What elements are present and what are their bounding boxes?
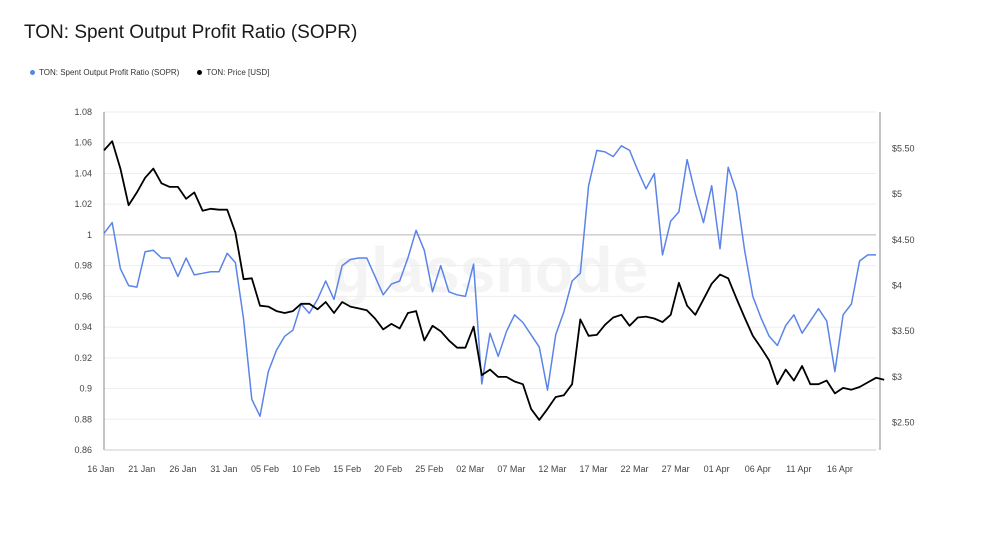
- x-tick-label: 26 Jan: [169, 464, 196, 474]
- x-tick-label: 15 Feb: [333, 464, 361, 474]
- x-tick-label: 05 Feb: [251, 464, 279, 474]
- y-left-tick-label: 1.02: [74, 199, 92, 209]
- x-tick-label: 31 Jan: [210, 464, 237, 474]
- x-tick-label: 02 Mar: [456, 464, 484, 474]
- x-tick-label: 11 Apr: [786, 464, 811, 474]
- chart-axes: 0.86 0.88 0.9 0.92 0.94 0.96 0.98 1 1.02 1.04 1.06…: [74, 107, 914, 474]
- y-right-tick-label: $5: [892, 189, 902, 199]
- y-left-tick-label: 0.92: [74, 353, 92, 363]
- x-tick-label: 16 Apr: [827, 464, 853, 474]
- legend-label-sopr: TON: Spent Output Profit Ratio (SOPR): [39, 68, 180, 77]
- chart-legend: TON: Spent Output Profit Ratio (SOPR) TO…: [30, 68, 269, 77]
- y-left-tick-label: 1.06: [74, 138, 92, 148]
- legend-marker-price: [197, 70, 203, 75]
- legend-item-sopr[interactable]: TON: Spent Output Profit Ratio (SOPR): [30, 68, 179, 77]
- series-line-sopr: [103, 145, 876, 417]
- x-tick-label: 07 Mar: [497, 464, 525, 474]
- chart-series: [103, 140, 885, 421]
- x-tick-label: 01 Apr: [704, 464, 730, 474]
- y-right-tick-label: $4: [892, 281, 902, 291]
- y-right-tick-label: $5.50: [892, 144, 915, 154]
- y-left-tick-label: 1: [87, 230, 92, 240]
- y-right-tick-label: $2.50: [892, 418, 915, 428]
- y-right-tick-label: $4.50: [892, 235, 915, 245]
- legend-item-price[interactable]: TON: Price [USD]: [197, 68, 269, 77]
- x-tick-label: 21 Jan: [128, 464, 155, 474]
- y-left-tick-label: 0.9: [79, 384, 92, 394]
- x-tick-label: 20 Feb: [374, 464, 402, 474]
- watermark-logo: glassnode: [332, 234, 649, 306]
- y-left-tick-label: 0.94: [74, 322, 92, 332]
- x-tick-label: 27 Mar: [662, 464, 690, 474]
- chart-title: TON: Spent Output Profit Ratio (SOPR): [24, 22, 358, 43]
- grid-lines: [104, 111, 876, 451]
- y-left-tick-label: 0.88: [74, 414, 92, 424]
- y-left-tick-label: 0.98: [74, 261, 92, 271]
- x-tick-label: 16 Jan: [87, 464, 114, 474]
- x-tick-label: 17 Mar: [579, 464, 607, 474]
- y-left-tick-label: 1.04: [74, 168, 92, 178]
- y-left-tick-label: 0.96: [74, 291, 92, 301]
- y-left-tick-label: 1.08: [74, 107, 92, 117]
- x-tick-label: 10 Feb: [292, 464, 320, 474]
- x-tick-label: 22 Mar: [621, 464, 649, 474]
- x-tick-label: 25 Feb: [415, 464, 443, 474]
- y-left-tick-label: 0.86: [74, 445, 92, 455]
- y-right-tick-label: $3.50: [892, 326, 915, 336]
- x-tick-label: 06 Apr: [745, 464, 771, 474]
- x-tick-label: 12 Mar: [538, 464, 566, 474]
- legend-label-price: TON: Price [USD]: [206, 68, 270, 77]
- y-right-tick-label: $3: [892, 372, 902, 382]
- legend-marker-sopr: [30, 70, 35, 75]
- series-line-price: [103, 140, 885, 421]
